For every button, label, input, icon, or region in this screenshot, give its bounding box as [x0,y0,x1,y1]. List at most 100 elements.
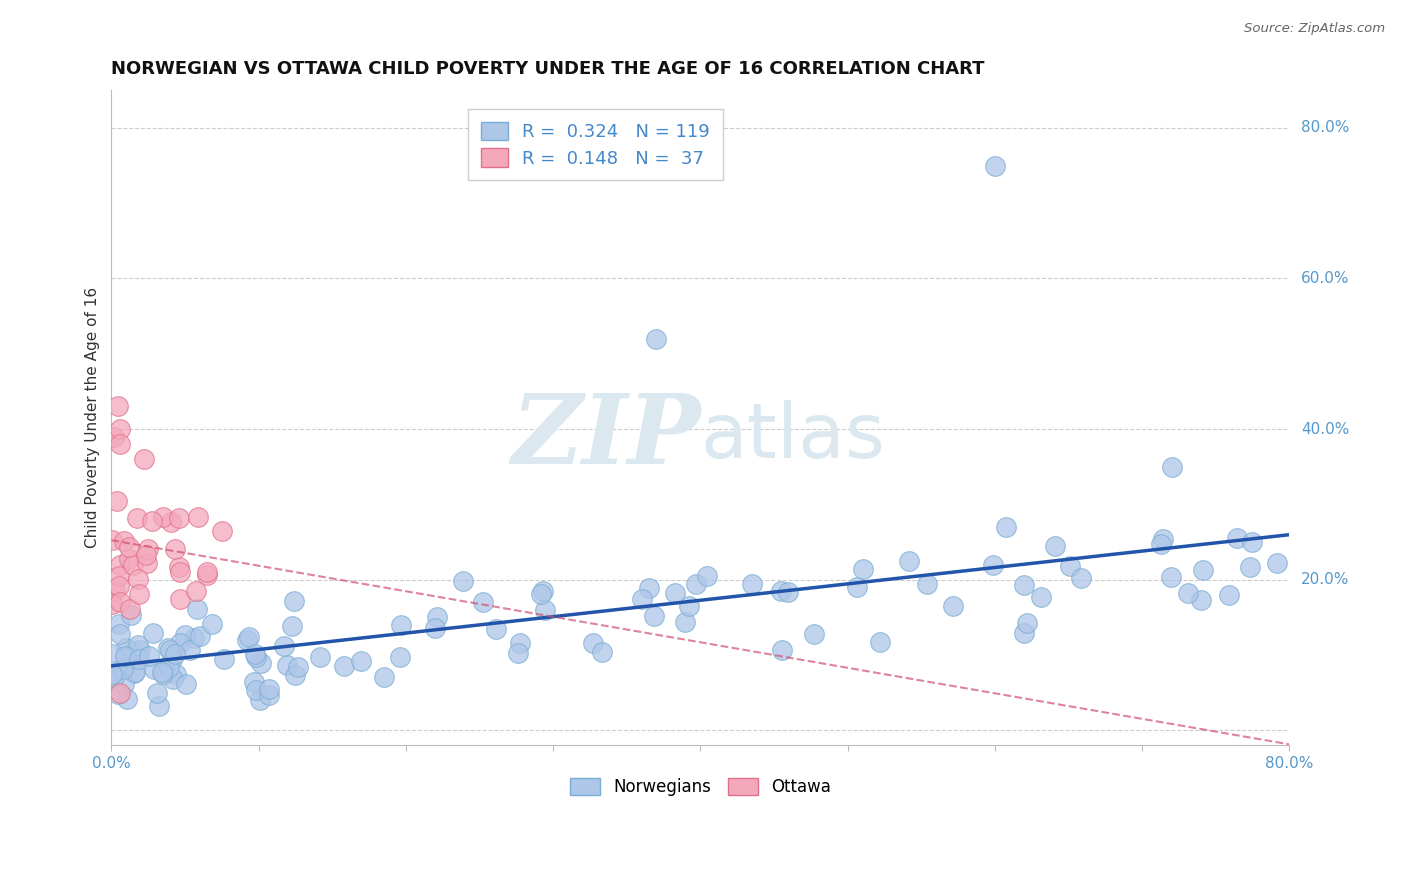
Point [637,581,659,595]
Point [132,452,155,467]
Point [118,540,141,554]
Point [162,672,184,686]
Text: atlas: atlas [700,401,886,475]
Point [115,641,138,656]
Point [187,510,209,524]
Point [257,688,280,702]
Point [235,633,257,648]
Point [138,648,160,663]
Point [1059,559,1081,574]
Point [129,642,152,657]
Point [110,685,132,699]
Point [117,552,139,566]
Text: NORWEGIAN VS OTTAWA CHILD POVERTY UNDER THE AGE OF 16 CORRELATION CHART: NORWEGIAN VS OTTAWA CHILD POVERTY UNDER … [111,60,986,78]
Point [741,577,763,591]
Point [776,585,799,599]
Point [245,682,267,697]
Point [1240,535,1263,549]
Point [534,603,557,617]
Point [1029,590,1052,604]
Point [157,640,180,655]
Point [284,668,307,682]
Point [249,656,271,670]
Point [981,558,1004,572]
Point [1265,556,1288,570]
Point [664,586,686,600]
Point [128,587,150,601]
Point [184,584,207,599]
Point [995,520,1018,534]
Point [152,509,174,524]
Point [160,652,183,666]
Point [115,650,138,665]
Point [108,569,131,583]
Point [531,583,554,598]
Point [104,583,127,598]
Point [124,665,146,680]
Point [1012,625,1035,640]
Point [238,630,260,644]
Point [108,594,131,608]
Point [259,681,281,696]
Point [120,608,142,623]
Point [245,649,267,664]
Point [117,692,139,706]
Point [673,615,696,630]
Point [103,429,125,443]
Point [152,667,174,681]
Text: 60.0%: 60.0% [1301,271,1350,286]
Point [630,591,652,606]
Point [152,665,174,679]
Point [243,648,266,662]
Point [373,670,395,684]
Point [287,660,309,674]
Point [122,558,145,572]
Legend: Norwegians, Ottawa: Norwegians, Ottawa [564,771,838,803]
Point [915,576,938,591]
Text: Source: ZipAtlas.com: Source: ZipAtlas.com [1244,22,1385,36]
Point [179,642,201,657]
Point [1160,459,1182,474]
Point [1177,586,1199,600]
Point [696,568,718,582]
Text: 40.0%: 40.0% [1301,422,1350,436]
Point [135,548,157,562]
Point [107,687,129,701]
Point [211,524,233,538]
Point [121,643,143,657]
Point [770,642,793,657]
Point [276,658,298,673]
Point [108,627,131,641]
Point [143,662,166,676]
Point [195,566,218,580]
Point [169,591,191,606]
Point [350,654,373,668]
Point [1191,563,1213,577]
Point [111,662,134,676]
Point [1189,593,1212,607]
Point [1017,615,1039,630]
Point [163,541,186,556]
Point [157,659,180,673]
Point [159,515,181,529]
Point [942,599,965,614]
Point [125,510,148,524]
Point [869,635,891,649]
Point [136,556,159,570]
Point [101,533,124,547]
Point [167,511,190,525]
Point [127,572,149,586]
Point [852,561,875,575]
Point [103,648,125,662]
Point [645,332,668,346]
Text: 80.0%: 80.0% [1301,120,1350,136]
Point [845,580,868,594]
Point [188,629,211,643]
Point [163,648,186,662]
Point [128,652,150,666]
Point [591,645,613,659]
Point [530,586,553,600]
Point [423,621,446,635]
Point [678,599,700,614]
Point [110,558,132,572]
